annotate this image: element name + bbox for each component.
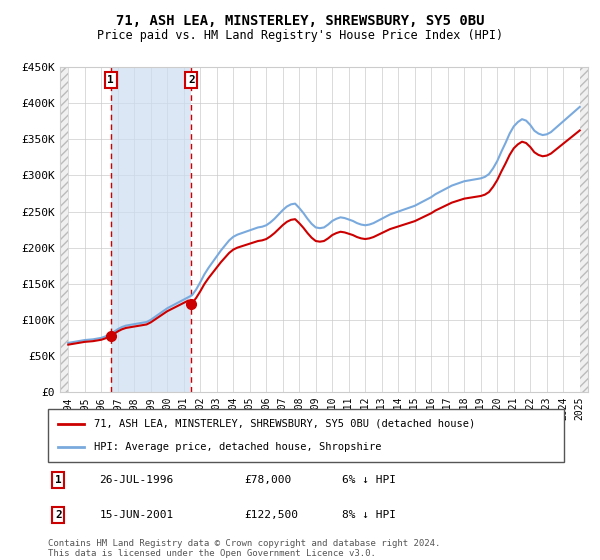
- Text: £78,000: £78,000: [244, 475, 292, 485]
- Polygon shape: [60, 67, 68, 392]
- FancyBboxPatch shape: [48, 409, 564, 462]
- Text: £122,500: £122,500: [244, 510, 298, 520]
- Text: 1: 1: [107, 75, 114, 85]
- Text: Price paid vs. HM Land Registry's House Price Index (HPI): Price paid vs. HM Land Registry's House …: [97, 29, 503, 42]
- Text: 6% ↓ HPI: 6% ↓ HPI: [342, 475, 396, 485]
- Text: 2: 2: [188, 75, 195, 85]
- Text: 8% ↓ HPI: 8% ↓ HPI: [342, 510, 396, 520]
- Text: 1: 1: [55, 475, 62, 485]
- Text: Contains HM Land Registry data © Crown copyright and database right 2024.
This d: Contains HM Land Registry data © Crown c…: [48, 539, 440, 558]
- Polygon shape: [110, 67, 191, 392]
- Text: 71, ASH LEA, MINSTERLEY, SHREWSBURY, SY5 0BU (detached house): 71, ASH LEA, MINSTERLEY, SHREWSBURY, SY5…: [94, 419, 476, 429]
- Text: 71, ASH LEA, MINSTERLEY, SHREWSBURY, SY5 0BU: 71, ASH LEA, MINSTERLEY, SHREWSBURY, SY5…: [116, 14, 484, 28]
- Text: 2: 2: [55, 510, 62, 520]
- Text: HPI: Average price, detached house, Shropshire: HPI: Average price, detached house, Shro…: [94, 442, 382, 452]
- Text: 15-JUN-2001: 15-JUN-2001: [100, 510, 174, 520]
- Text: 26-JUL-1996: 26-JUL-1996: [100, 475, 174, 485]
- Polygon shape: [580, 67, 588, 392]
